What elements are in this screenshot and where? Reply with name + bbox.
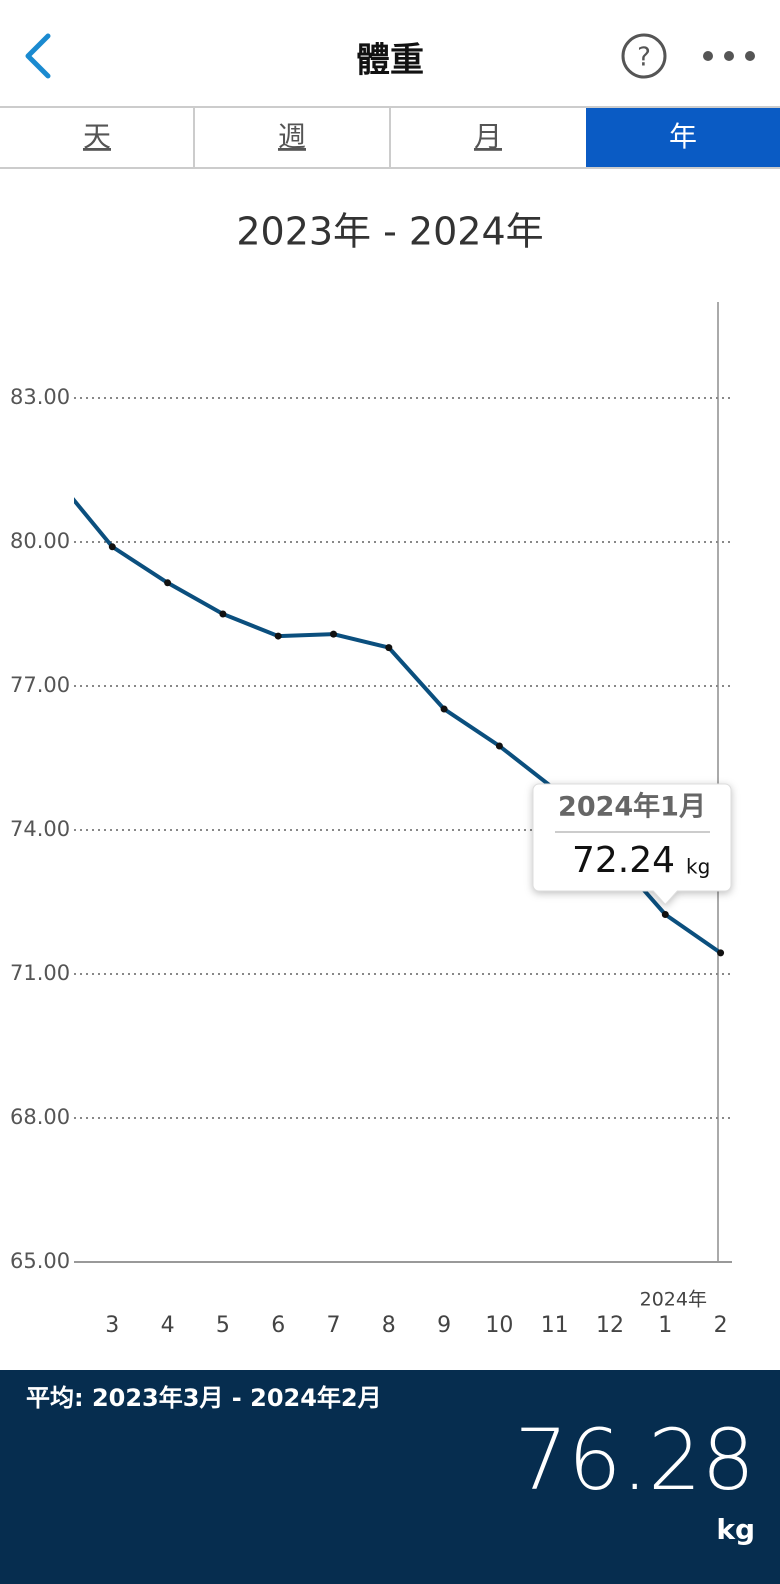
- help-icon: ?: [637, 43, 651, 73]
- year-label: 2024年: [640, 1289, 707, 1311]
- x-tick-label: 5: [216, 1313, 230, 1338]
- tab-bar: 天週月年: [0, 108, 780, 167]
- average-label: 平均: 2023年3月 - 2024年2月: [26, 1384, 382, 1412]
- data-point: [717, 949, 725, 957]
- data-point: [108, 543, 116, 551]
- y-tick-label: 83.00: [10, 385, 70, 409]
- tooltip-unit: kg: [686, 855, 710, 879]
- y-tick-label: 80.00: [10, 529, 70, 553]
- data-point: [219, 610, 227, 618]
- y-tick-label: 71.00: [10, 961, 70, 985]
- help-button[interactable]: [621, 33, 667, 79]
- x-tick-label: 11: [541, 1313, 569, 1338]
- y-tick-label: 65.00: [10, 1249, 70, 1273]
- x-tick-label: 2: [714, 1313, 728, 1338]
- tooltip-box: [532, 783, 732, 906]
- x-tick-label: 10: [485, 1313, 513, 1338]
- x-tick-label: 12: [596, 1313, 624, 1338]
- page-title: 體重: [356, 41, 424, 81]
- tab-label: 月: [474, 120, 502, 153]
- data-point: [164, 579, 172, 587]
- y-tick-label: 74.00: [10, 817, 70, 841]
- x-tick-label: 7: [327, 1313, 341, 1338]
- tab-label: 週: [278, 120, 306, 153]
- tab[interactable]: [390, 108, 586, 167]
- range-title: 2023年 - 2024年: [236, 210, 543, 254]
- tab-label: 年: [669, 120, 697, 153]
- y-tick-label: 77.00: [10, 673, 70, 697]
- x-tick-label: 3: [105, 1313, 119, 1338]
- x-tick-label: 9: [437, 1313, 451, 1338]
- average-unit: kg: [716, 1513, 755, 1546]
- x-tick-label: 4: [161, 1313, 175, 1338]
- tab[interactable]: [194, 108, 390, 167]
- tooltip-value: 72.24: [572, 840, 675, 881]
- tab-label: 天: [83, 120, 111, 153]
- x-tick-label: 8: [382, 1313, 396, 1338]
- data-point: [385, 644, 393, 652]
- data-point: [440, 705, 448, 713]
- back-button[interactable]: [25, 33, 51, 79]
- tooltip-label: 2024年1月: [558, 791, 706, 823]
- data-point: [274, 632, 282, 640]
- x-tick-label: 6: [271, 1313, 285, 1338]
- tab[interactable]: [0, 108, 194, 167]
- more-button[interactable]: [703, 51, 755, 61]
- y-tick-label: 68.00: [10, 1105, 70, 1129]
- tab[interactable]: [586, 108, 780, 167]
- average-value: 76.28: [515, 1411, 755, 1509]
- x-tick-label: 1: [658, 1313, 672, 1338]
- data-point: [330, 630, 337, 638]
- chart: 65.00 68.00 71.00 74.00 77.00 80.00 83.00 3 4 5 6 7…: [10, 385, 732, 1338]
- footer: [0, 1370, 780, 1584]
- data-point: [495, 742, 503, 750]
- data-point: [661, 910, 669, 918]
